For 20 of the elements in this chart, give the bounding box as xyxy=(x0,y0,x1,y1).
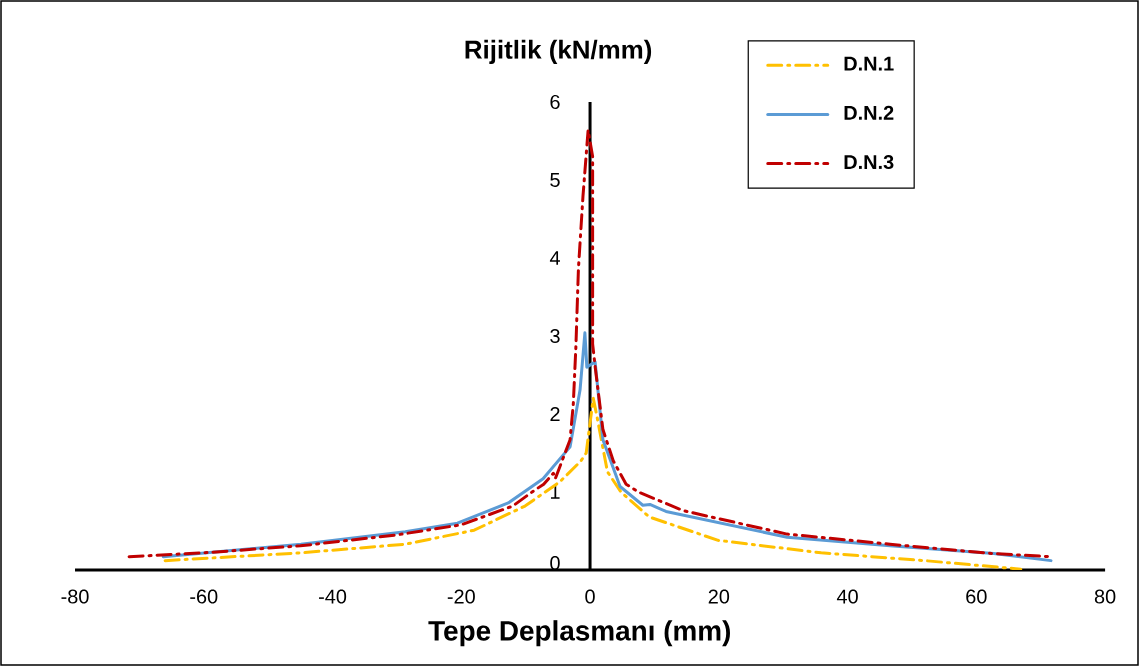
x-tick-label: -20 xyxy=(447,589,475,604)
legend-label: D.N.3 xyxy=(844,154,894,170)
x-tick-label: 80 xyxy=(1094,589,1116,604)
y-axis-title: Rijitlik (kN/mm) xyxy=(465,39,652,64)
y-tick-label: 2 xyxy=(550,407,560,421)
y-tick-label: 5 xyxy=(550,173,560,187)
legend-label: D.N.1 xyxy=(844,56,894,71)
y-tick-label: 3 xyxy=(550,328,560,344)
x-tick-label: 20 xyxy=(708,589,730,604)
line-series xyxy=(163,396,1023,570)
x-tick-label: 60 xyxy=(966,589,987,604)
x-tick-label: 0 xyxy=(585,589,595,604)
x-axis-title: Tepe Deplasmanı (mm) xyxy=(428,620,730,647)
x-tick-label: -80 xyxy=(61,589,89,604)
x-tick-label: -40 xyxy=(319,589,347,604)
x-tick-label: 40 xyxy=(836,589,858,604)
y-tick-label: 4 xyxy=(549,251,560,265)
legend-label: D.N.2 xyxy=(844,105,894,120)
y-tick-label: 6 xyxy=(550,94,560,110)
x-tick-label: -60 xyxy=(190,589,218,604)
